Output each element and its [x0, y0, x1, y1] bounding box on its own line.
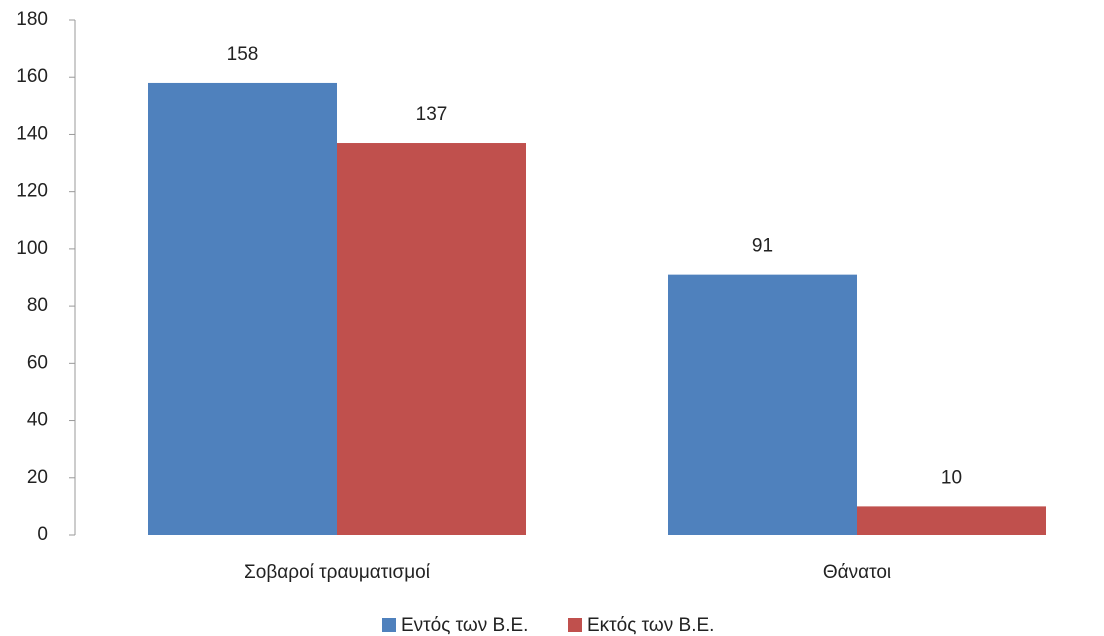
bar [668, 274, 857, 535]
y-tick-label: 20 [27, 467, 48, 488]
y-tick-label: 0 [37, 524, 48, 545]
legend-swatch [568, 618, 582, 632]
value-label: 91 [752, 236, 773, 257]
value-label: 158 [227, 44, 259, 65]
y-tick-label: 180 [16, 9, 48, 30]
y-tick-label: 100 [16, 238, 48, 259]
y-tick-label: 80 [27, 295, 48, 316]
y-tick-label: 60 [27, 352, 48, 373]
bar [148, 82, 337, 535]
x-tick-label: Θάνατοι [823, 562, 891, 583]
legend-swatch [382, 618, 396, 632]
x-tick-label: Σοβαροί τραυματισμοί [244, 562, 431, 583]
y-tick-label: 40 [27, 410, 48, 431]
legend-label: Εντός των Β.Ε. [401, 615, 528, 636]
bar [857, 506, 1046, 535]
value-label: 137 [416, 104, 448, 125]
y-tick-label: 160 [16, 66, 48, 87]
y-tick-label: 140 [16, 123, 48, 144]
value-label: 10 [941, 467, 962, 488]
y-tick-label: 120 [16, 181, 48, 202]
legend-label: Εκτός των Β.Ε. [587, 615, 714, 636]
bar [337, 143, 526, 535]
